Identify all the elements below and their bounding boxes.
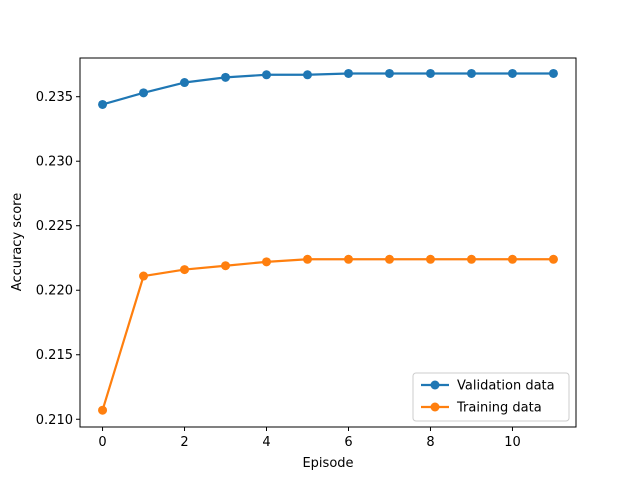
data-point [221, 72, 231, 82]
y-tick-label: 0.225 [36, 219, 73, 234]
series-line-1 [101, 258, 554, 411]
data-point [139, 88, 149, 98]
data-point [548, 68, 558, 78]
data-point [425, 254, 435, 264]
data-point [507, 68, 517, 78]
data-point [344, 254, 353, 264]
data-point [344, 68, 353, 78]
legend-marker [430, 402, 440, 412]
series-layer [98, 68, 558, 415]
x-tick-label: 8 [426, 435, 434, 450]
legend-label: Training data [456, 401, 542, 416]
data-point [262, 257, 272, 267]
data-point [303, 254, 312, 264]
data-point [221, 261, 231, 271]
x-tick-label: 6 [344, 435, 352, 450]
y-tick-label: 0.215 [36, 348, 73, 363]
data-point [180, 265, 190, 275]
data-point [180, 78, 190, 88]
legend-marker [430, 380, 440, 390]
data-point [262, 70, 272, 80]
data-point [466, 68, 476, 78]
x-tick-label: 4 [262, 435, 270, 450]
axes-frame [79, 57, 577, 428]
y-tick-label: 0.220 [36, 284, 73, 299]
legend: Validation data Training data [412, 372, 570, 422]
data-point [384, 254, 394, 264]
x-tick-label: 2 [180, 435, 188, 450]
data-point [384, 68, 394, 78]
y-tick-label: 0.210 [36, 413, 73, 428]
legend-box [412, 372, 570, 422]
data-point [303, 70, 312, 80]
y-tick-label: 0.235 [36, 90, 73, 105]
data-point [548, 254, 558, 264]
y-axis-label: Accuracy score [10, 193, 25, 291]
series-line-0 [102, 72, 554, 106]
y-tick-label: 0.230 [36, 155, 73, 170]
data-point [139, 271, 149, 281]
x-tick-label: 0 [98, 435, 106, 450]
data-point [98, 405, 108, 415]
x-tick-label: 10 [504, 435, 521, 450]
axes-layer: 0 2 4 6 8 10 0.210 0.215 0.220 0.225 0.230 0.235 [36, 57, 577, 450]
data-point [466, 254, 476, 264]
data-point [425, 68, 435, 78]
data-point [507, 254, 517, 264]
data-point [98, 99, 108, 109]
legend-label: Validation data [457, 379, 555, 394]
x-axis-label: Episode [302, 456, 353, 471]
